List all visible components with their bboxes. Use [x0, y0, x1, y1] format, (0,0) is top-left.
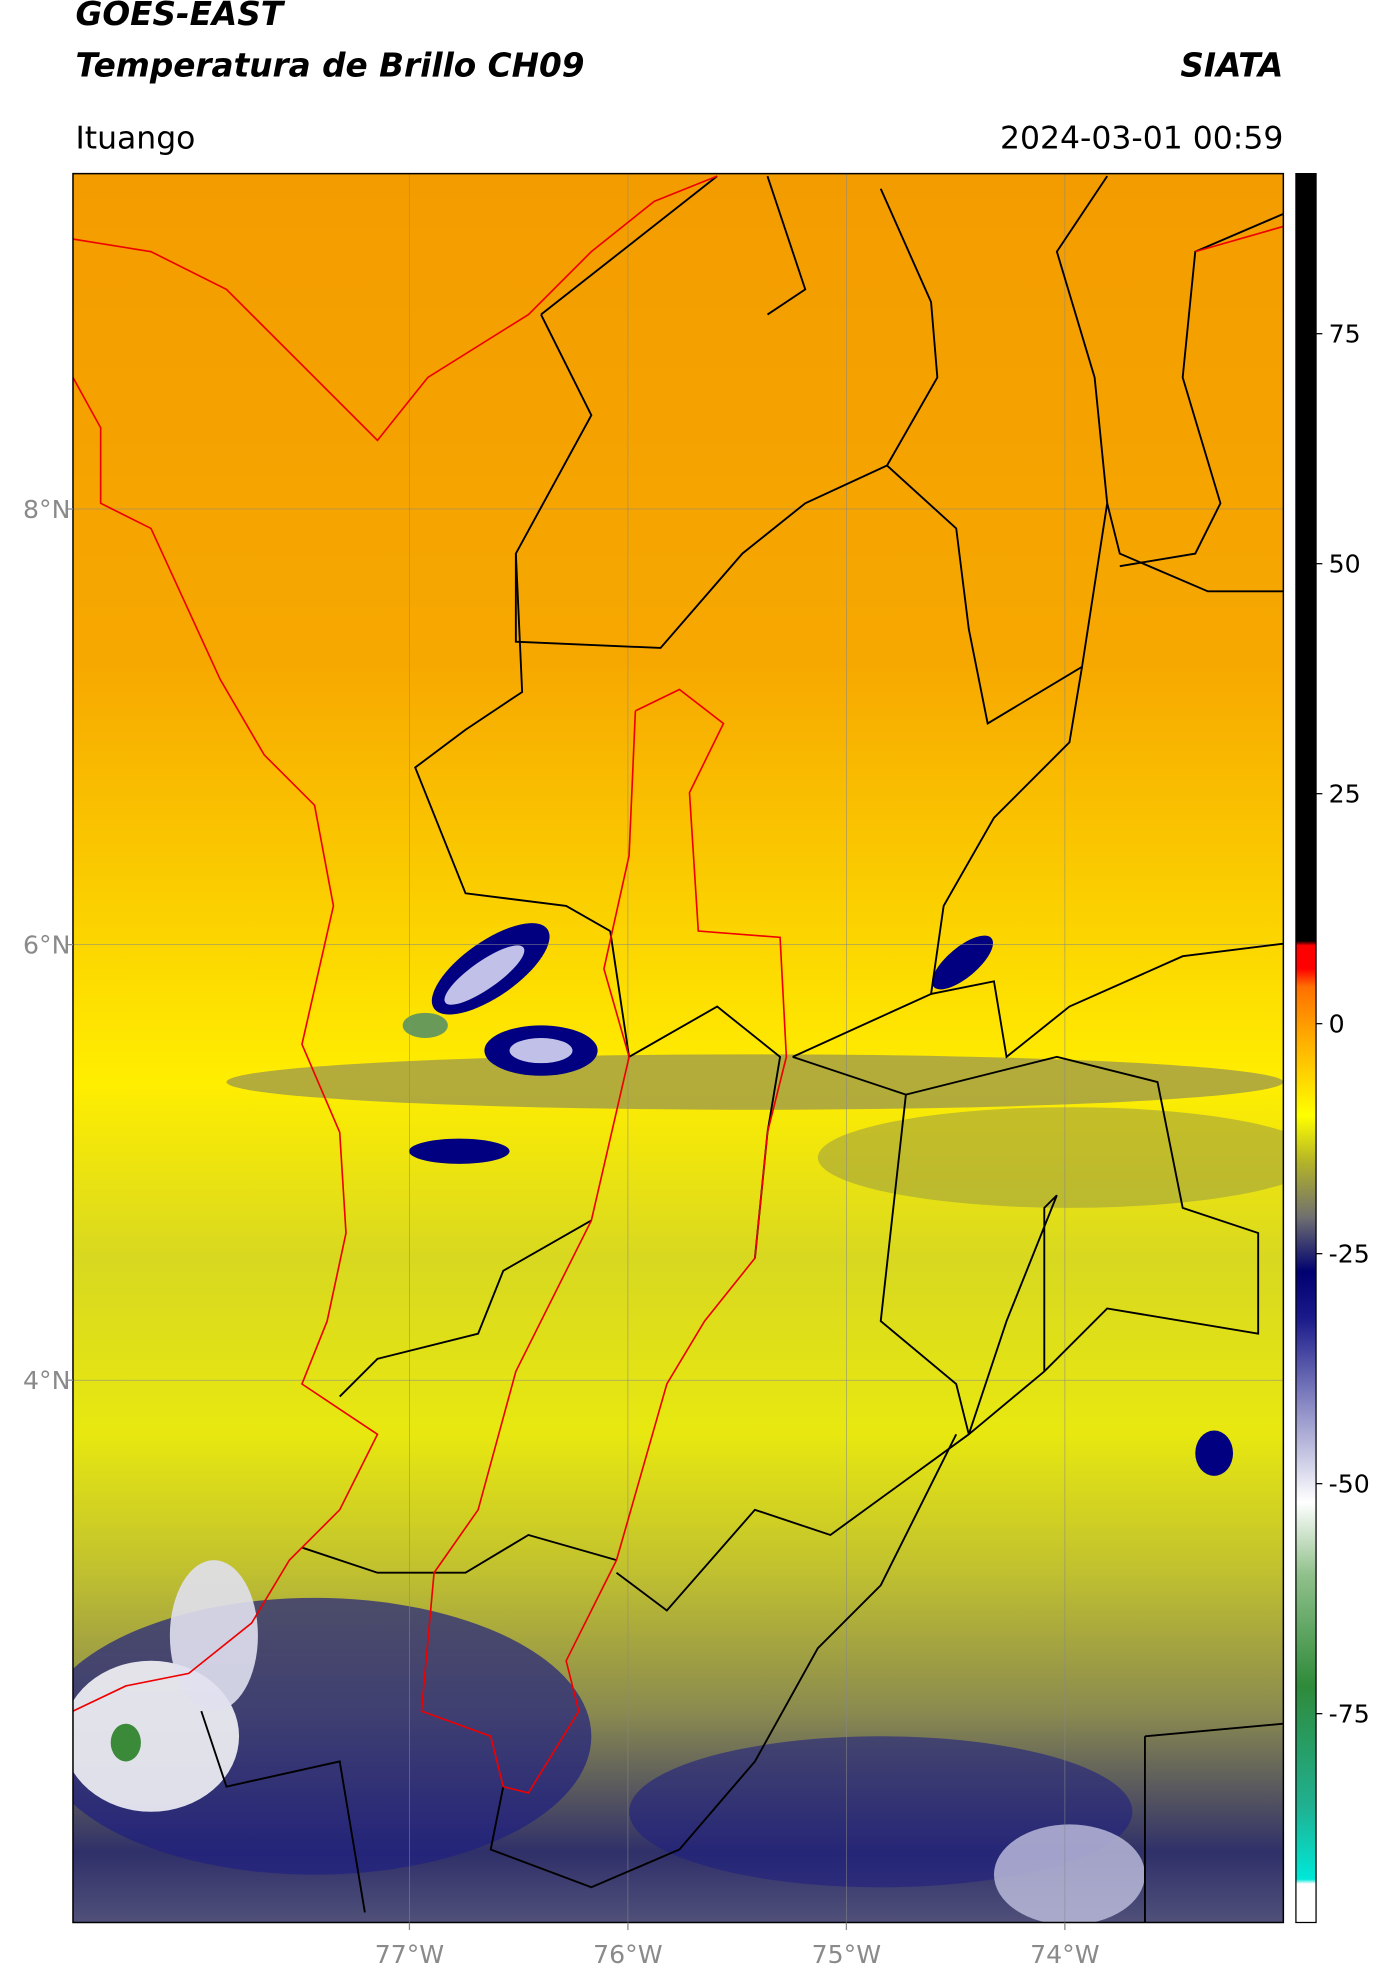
colorbar-tick-label: -75	[1329, 1699, 1370, 1728]
boundaries	[72, 175, 1284, 1923]
title-line2: Temperatura de Brillo CH09	[75, 47, 584, 85]
map-frame	[72, 172, 1285, 1924]
colorbar	[1295, 172, 1317, 1924]
x-tick-label: 75°W	[812, 1940, 882, 1969]
y-tick-label: 8°N	[23, 495, 70, 524]
y-tick-label: 4°N	[23, 1366, 70, 1395]
colorbar-tick-label: -50	[1329, 1469, 1370, 1498]
title-line1: GOES-EAST	[75, 0, 285, 33]
location: Ituango	[75, 120, 195, 156]
colorbar-tick-label: -25	[1329, 1239, 1370, 1268]
colorbar-tick-label: 50	[1329, 550, 1361, 579]
x-tick-label: 76°W	[593, 1940, 663, 1969]
source: SIATA	[1180, 47, 1283, 85]
colorbar-tick-label: 0	[1329, 1009, 1345, 1038]
datetime: 2024-03-01 00:59	[1000, 120, 1283, 156]
x-tick-label: 74°W	[1030, 1940, 1100, 1969]
map-image	[72, 173, 1284, 1923]
y-tick-label: 6°N	[23, 930, 70, 959]
colorbar-tick-label: 75	[1329, 320, 1361, 349]
x-tick-label: 77°W	[375, 1940, 445, 1969]
colorbar-tick-label: 25	[1329, 779, 1361, 808]
